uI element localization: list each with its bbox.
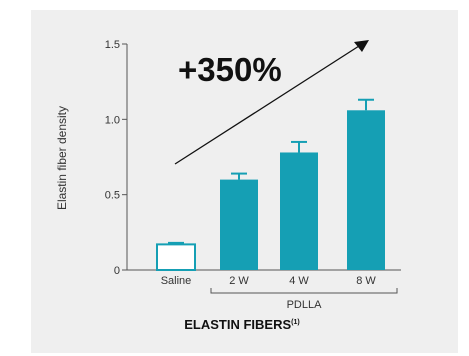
y-tick-label: 0 xyxy=(114,265,120,277)
trend-arrow-line xyxy=(174,45,360,165)
category-label: 8 W xyxy=(356,275,376,287)
bar-chart: 0 0.5 1.0 1.5 Saline 2 W 4 W 8 W PDLLA Elastin … xyxy=(55,39,401,332)
bar xyxy=(220,179,258,270)
labels: Saline 2 W 4 W 8 W PDLLA xyxy=(161,40,398,311)
x-axis-title-text: ELASTIN FIBERS xyxy=(184,317,291,332)
y-tick-label: 1.5 xyxy=(105,39,120,51)
y-tick-label: 1.0 xyxy=(105,114,120,126)
bar xyxy=(280,152,318,270)
trend-arrow-head xyxy=(354,40,369,52)
y-tick-label: 0.5 xyxy=(105,190,120,202)
category-label: 4 W xyxy=(289,275,309,287)
chart-panel: 0 0.5 1.0 1.5 Saline 2 W 4 W 8 W PDLLA Elastin … xyxy=(31,10,458,353)
group-label: PDLLA xyxy=(287,299,323,311)
y-axis-title: Elastin fiber density xyxy=(55,106,69,210)
category-label: 2 W xyxy=(229,275,249,287)
x-axis-title: ELASTIN FIBERS(1) xyxy=(184,317,299,332)
category-label: Saline xyxy=(161,275,192,287)
x-axis-title-superscript: (1) xyxy=(291,319,300,326)
bar xyxy=(156,243,196,272)
increase-callout: +350% xyxy=(178,51,282,88)
group-bracket xyxy=(210,288,398,294)
bars xyxy=(156,98,385,272)
bar xyxy=(347,110,385,270)
